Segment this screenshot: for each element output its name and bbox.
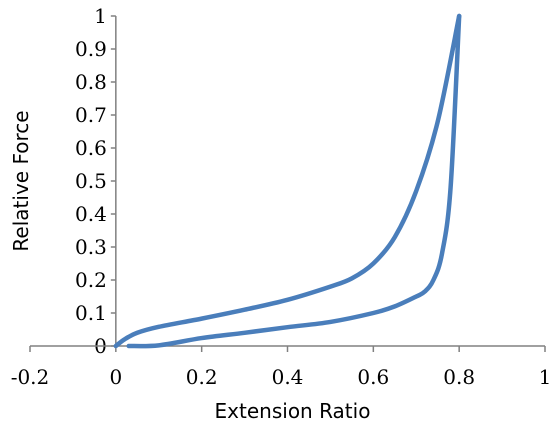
x-axis-title: Extension Ratio [215, 399, 371, 423]
y-tick-label: 1 [94, 4, 107, 28]
x-tick-label: 1 [539, 365, 552, 389]
y-tick-label: 0.6 [75, 136, 107, 160]
y-tick-label: 0.4 [75, 202, 107, 226]
x-tick-label: 0.8 [443, 365, 475, 389]
x-tick-label: 0.4 [272, 365, 304, 389]
y-tick-label: 0.9 [75, 37, 107, 61]
y-tick-labels: 00.10.20.30.40.50.60.70.80.91 [75, 4, 107, 358]
y-tick-label: 0.7 [75, 103, 107, 127]
x-tick-labels: -0.2 0 0.2 0.4 0.6 0.8 1 [11, 365, 552, 389]
unloading-curve-line [113, 13, 462, 349]
loading-curve-line [126, 13, 462, 349]
x-tick-label: 0.6 [357, 365, 389, 389]
x-tick-label: 0 [109, 365, 122, 389]
y-tick-label: 0.8 [75, 70, 107, 94]
y-tick-label: 0.5 [75, 169, 107, 193]
y-tick-label: 0.1 [75, 301, 107, 325]
x-tick-label: -0.2 [11, 365, 50, 389]
y-tick-label: 0.2 [75, 268, 107, 292]
series-group [113, 13, 462, 349]
y-axis-title: Relative Force [9, 110, 33, 251]
x-tick-label: 0.2 [186, 365, 218, 389]
y-tick-label: 0.3 [75, 235, 107, 259]
